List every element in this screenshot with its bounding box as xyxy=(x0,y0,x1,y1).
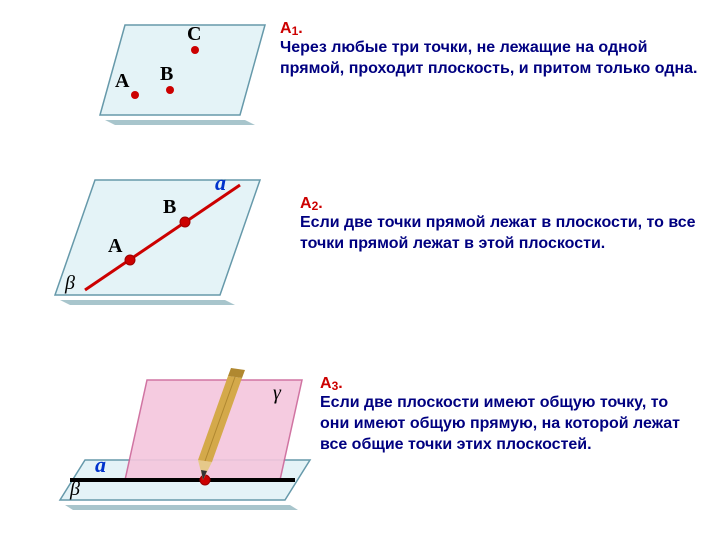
label-b2: В xyxy=(163,196,176,219)
label-gamma: γ xyxy=(273,382,281,405)
axiom-3-title: А3. xyxy=(320,375,343,392)
axiom-1-text: А1. Через любые три точки, не лежащие на… xyxy=(280,20,700,80)
diagram-3-svg xyxy=(40,350,320,530)
axiom-3-body: Если две плоскости имеют общую точку, то… xyxy=(320,393,700,455)
a2-suffix: . xyxy=(318,195,322,212)
axiom-2-title: А2. xyxy=(300,195,323,212)
point-b2 xyxy=(180,217,190,227)
a2-sub: 2 xyxy=(312,199,319,213)
axiom-1-body: Через любые три точки, не лежащие на одн… xyxy=(280,38,700,80)
diagram-2: А В a β xyxy=(30,160,270,320)
a1-prefix: А xyxy=(280,20,292,37)
label-line-a3: a xyxy=(95,452,106,478)
diagram-2-svg xyxy=(30,160,270,320)
point-a2 xyxy=(125,255,135,265)
axiom-2-text: А2. Если две точки прямой лежат в плоско… xyxy=(300,195,700,255)
diagram-1: А В С xyxy=(60,10,270,140)
a1-sub: 1 xyxy=(292,24,299,38)
point-c xyxy=(191,46,199,54)
label-beta3: β xyxy=(70,478,80,501)
axiom-2-body: Если две точки прямой лежат в плоскости,… xyxy=(300,213,700,255)
a2-prefix: А xyxy=(300,195,312,212)
axiom-3-text: А3. Если две плоскости имеют общую точку… xyxy=(320,375,700,455)
point-b xyxy=(166,86,174,94)
a1-suffix: . xyxy=(298,20,302,37)
label-a2: А xyxy=(108,235,122,258)
plane-shadow-2 xyxy=(60,300,235,305)
label-b: В xyxy=(160,63,173,86)
diagram-3: a β γ xyxy=(40,350,320,530)
plane-shadow xyxy=(105,120,255,125)
plane-2 xyxy=(55,180,260,295)
a3-sub: 3 xyxy=(332,379,339,393)
axiom-1-title: А1. xyxy=(280,20,303,37)
label-line-a: a xyxy=(215,170,226,196)
label-a: А xyxy=(115,70,129,93)
label-beta: β xyxy=(65,272,75,295)
label-c: С xyxy=(187,23,201,46)
beta-shadow xyxy=(65,505,298,510)
common-point xyxy=(200,475,210,485)
point-a xyxy=(131,91,139,99)
a3-suffix: . xyxy=(338,375,342,392)
a3-prefix: А xyxy=(320,375,332,392)
